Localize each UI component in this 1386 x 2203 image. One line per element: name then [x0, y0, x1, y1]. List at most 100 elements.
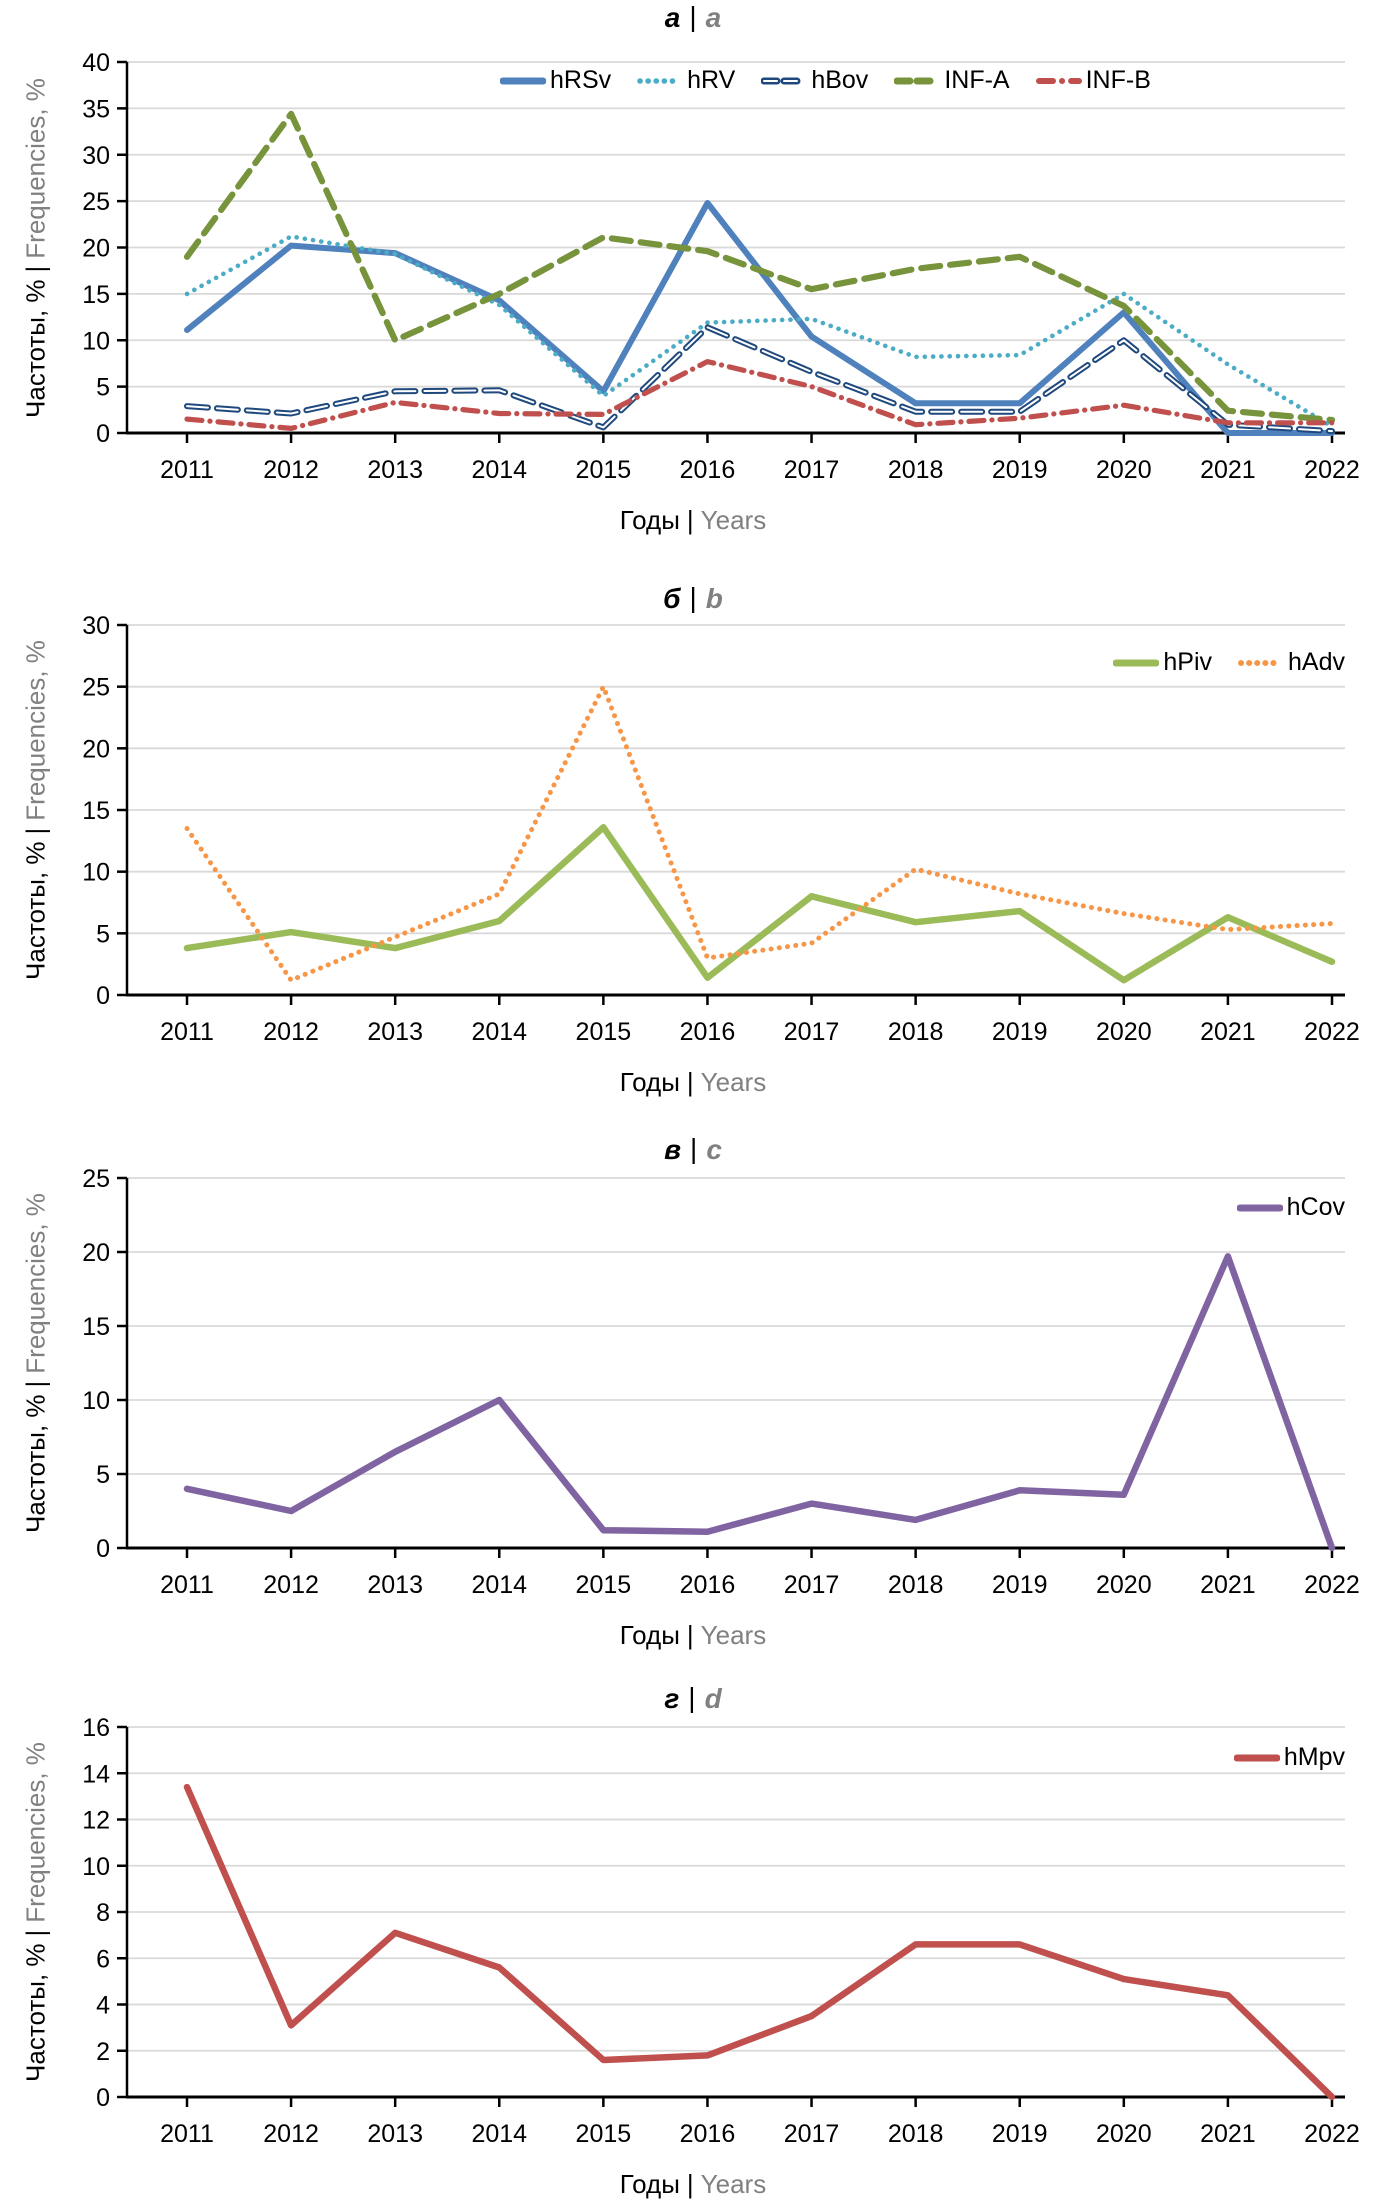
- series-hAdv: [184, 684, 1335, 983]
- x-tick-label: 2018: [888, 456, 944, 484]
- x-tick-label: 2021: [1200, 1571, 1256, 1599]
- panel-a-title: а | a: [0, 1, 1386, 34]
- x-tick-label: 2014: [471, 2120, 527, 2148]
- y-tick-label: 15: [82, 797, 110, 825]
- x-tick-label: 2015: [576, 2120, 632, 2148]
- chart-d-legend: hMpv: [1233, 1743, 1345, 1772]
- gridlines: [127, 1726, 1345, 2052]
- y-axis-title-ru: Частоты, %: [20, 1943, 51, 2082]
- y-tick-label: 4: [96, 1992, 110, 2020]
- legend-item-hBov: hBov: [761, 66, 868, 95]
- x-tick-label: 2015: [576, 456, 632, 484]
- x-tick-label: 2011: [160, 2120, 214, 2148]
- x-axis-ticks: 2011 2012 2013 2014 2015 2016 2017 2018 2019 2020…: [160, 1548, 1360, 1599]
- x-tick-label: 2020: [1096, 1018, 1152, 1046]
- x-tick-label: 2014: [471, 456, 527, 484]
- x-tick-label: 2020: [1096, 456, 1152, 484]
- x-axis-title: Годы | Years: [0, 505, 1386, 536]
- y-axis-ticks: 0 5 10 15 20 25 30 35 40: [82, 49, 127, 448]
- x-title-divider: |: [686, 2169, 694, 2199]
- title-divider: |: [688, 1682, 696, 1713]
- x-axis-title: Годы | Years: [0, 1620, 1386, 1651]
- y-tick-label: 20: [82, 235, 110, 263]
- x-axis-title-ru: Годы: [619, 1067, 680, 1097]
- series-hRV: [184, 234, 1335, 429]
- x-tick-label: 2022: [1304, 2120, 1360, 2148]
- y-axis-ticks: 0 2 4 6 8 10 12 14 16: [82, 1714, 127, 2112]
- x-tick-label: 2016: [680, 456, 736, 484]
- x-axis-title-ru: Годы: [619, 1620, 680, 1650]
- y-axis-title-ru: Частоты, %: [20, 278, 51, 418]
- legend-label: hPiv: [1163, 648, 1213, 676]
- x-tick-label: 2019: [992, 2120, 1048, 2148]
- y-tick-label: 20: [82, 1239, 110, 1267]
- x-tick-label: 2015: [576, 1018, 632, 1046]
- panel-b-title-en: b: [705, 583, 723, 614]
- y-tick-label: 20: [82, 735, 110, 763]
- series-hCov: [183, 1253, 1336, 1552]
- x-tick-label: 2014: [471, 1571, 527, 1599]
- x-title-divider: |: [686, 1067, 694, 1097]
- y-tick-label: 5: [96, 920, 110, 948]
- x-title-divider: |: [686, 1620, 694, 1650]
- title-divider: |: [689, 582, 697, 613]
- x-axis-title-en: Years: [700, 2169, 767, 2199]
- legend-label: hRV: [687, 66, 736, 94]
- x-tick-label: 2016: [680, 1571, 736, 1599]
- x-tick-label: 2017: [784, 1571, 840, 1599]
- x-tick-label: 2017: [784, 1018, 840, 1046]
- gridlines: [127, 624, 1345, 935]
- y-tick-label: 0: [96, 982, 110, 1010]
- x-tick-label: 2016: [680, 1018, 736, 1046]
- panel-a-title-ru: а: [664, 2, 681, 33]
- x-tick-label: 2019: [992, 456, 1048, 484]
- x-tick-label: 2015: [576, 1571, 632, 1599]
- x-tick-label: 2011: [160, 1018, 214, 1046]
- y-tick-label: 0: [96, 420, 110, 448]
- x-tick-label: 2014: [471, 1018, 527, 1046]
- y-axis-title-en: Frequencies, %: [20, 1193, 51, 1374]
- legend-swatch-hAdv: [1238, 659, 1285, 666]
- legend-swatch-hBov: [761, 77, 808, 84]
- y-tick-label: 12: [82, 1807, 110, 1835]
- x-tick-label: 2013: [367, 2120, 423, 2148]
- y-tick-label: 15: [82, 281, 110, 309]
- x-tick-label: 2011: [160, 456, 214, 484]
- legend-swatch-INF-A: [894, 77, 941, 84]
- legend-item-hCov: hCov: [1236, 1193, 1345, 1222]
- chart-a-plot: 0 5 10 15 20 25 30 35 40 2011 2012 2013 2014 2015 2016…: [82, 49, 1360, 484]
- series-INF-B: [184, 359, 1335, 431]
- panel-d-title: г | d: [0, 1682, 1386, 1715]
- legend-swatch-hRSv: [500, 77, 546, 84]
- legend-label: hCov: [1286, 1193, 1345, 1221]
- x-tick-label: 2017: [784, 456, 840, 484]
- legend-swatch-hCov: [1236, 1204, 1283, 1211]
- legend-label: INF-A: [944, 66, 1010, 94]
- x-axis-title-ru: Годы: [619, 505, 680, 535]
- y-tick-label: 10: [82, 327, 110, 355]
- x-tick-label: 2022: [1304, 1018, 1360, 1046]
- x-title-divider: |: [686, 505, 694, 535]
- panel-c-title-en: c: [706, 1134, 722, 1165]
- x-tick-label: 2017: [784, 2120, 840, 2148]
- legend-swatch-INF-B: [1035, 77, 1082, 84]
- x-axis-title-en: Years: [700, 1620, 767, 1650]
- panel-d-title-ru: г: [664, 1683, 680, 1714]
- legend-swatch-hMpv: [1233, 1754, 1280, 1761]
- legend-item-hRSv: hRSv: [500, 66, 611, 95]
- y-axis-ticks: 0 5 10 15 20 25 30: [82, 612, 127, 1010]
- y-tick-label: 16: [82, 1714, 110, 1742]
- y-axis-title: Частоты, % | Frequencies, %: [21, 1742, 52, 2082]
- panel-b-title: б | b: [0, 582, 1386, 615]
- x-tick-label: 2012: [263, 2120, 319, 2148]
- y-tick-label: 25: [82, 674, 110, 702]
- x-tick-label: 2012: [263, 456, 319, 484]
- x-axis-title-en: Years: [700, 1067, 767, 1097]
- y-tick-label: 14: [82, 1760, 110, 1788]
- legend-label: INF-B: [1085, 66, 1151, 94]
- y-tick-label: 10: [82, 1387, 110, 1415]
- y-axis-title-en: Frequencies, %: [20, 640, 51, 821]
